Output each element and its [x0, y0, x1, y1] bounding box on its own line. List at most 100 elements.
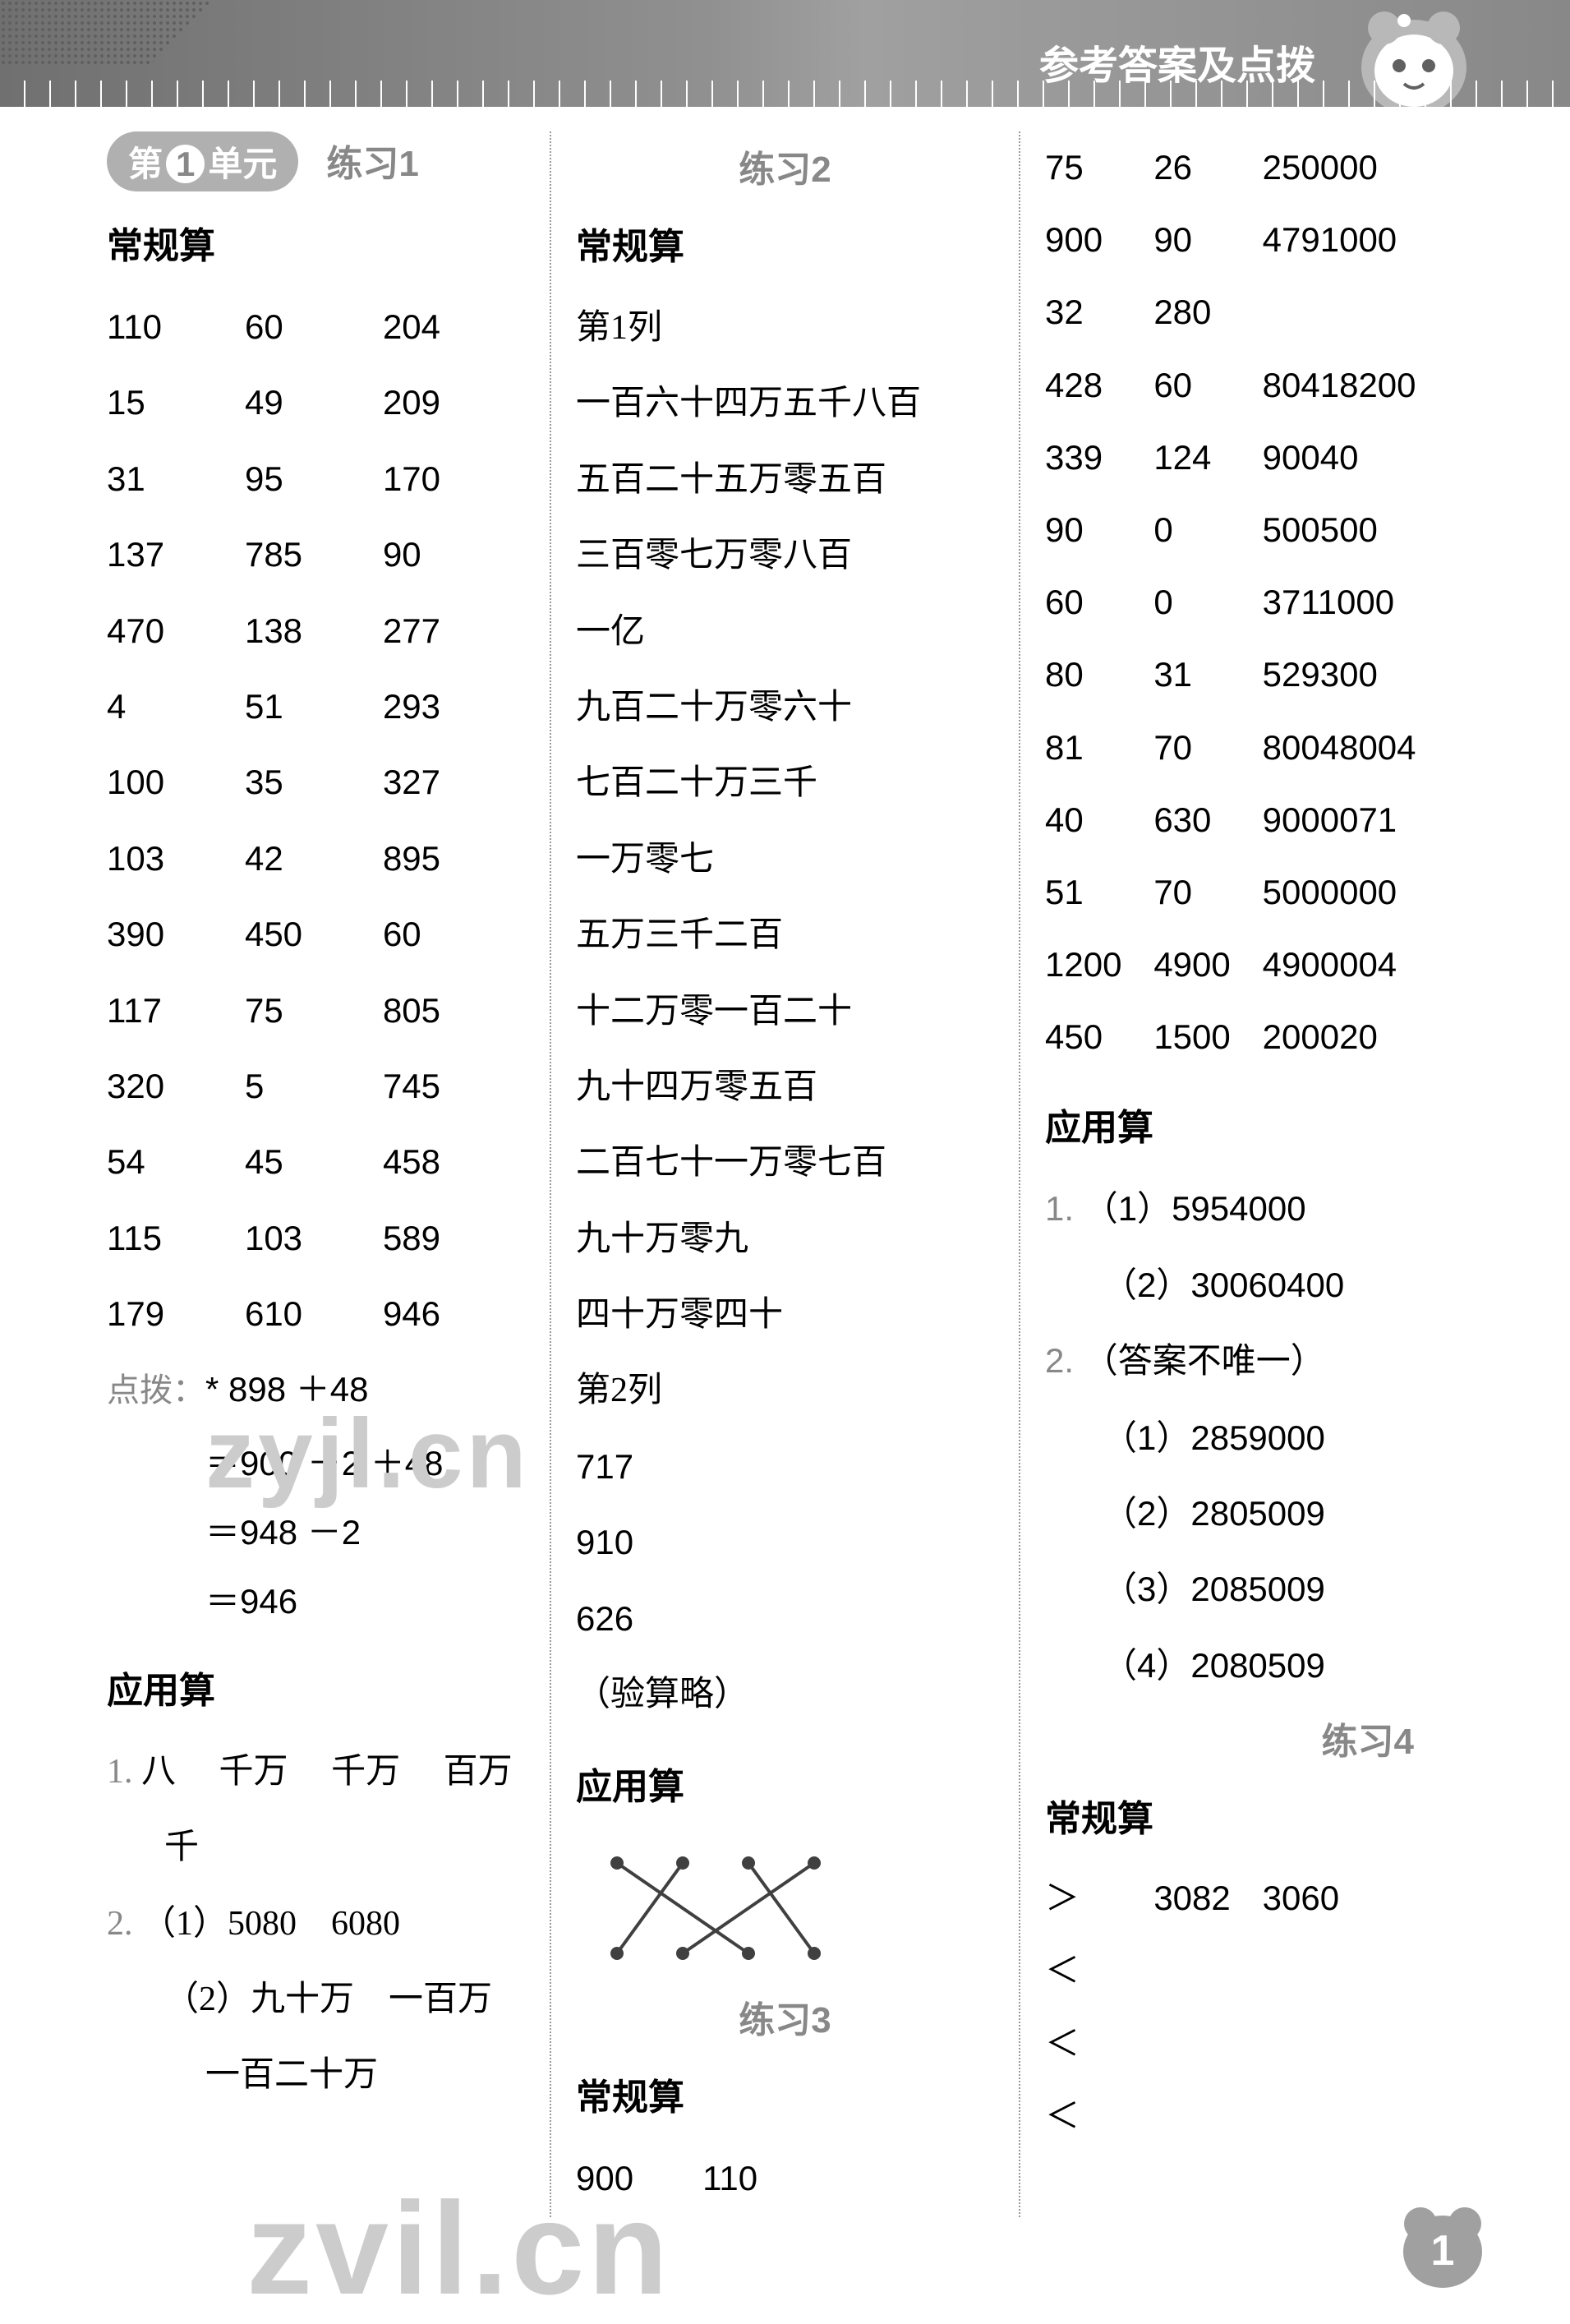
sign: ＜: [1045, 2008, 1153, 2080]
list-item: 三百零七万零八百: [576, 518, 994, 593]
cell: 51: [245, 669, 383, 745]
cell: 51: [1045, 856, 1153, 929]
cell: 80418200: [1263, 349, 1463, 422]
app2-prefix: 2.: [107, 1905, 133, 1943]
unit-suffix: 单元: [208, 145, 277, 183]
col1-number-grid: 1106020415492093195170137785904701382774…: [107, 289, 525, 1352]
q1a-val: 5954000: [1172, 1189, 1306, 1228]
list-item: 一万零七: [576, 822, 994, 897]
cell: 293: [383, 669, 521, 745]
cell: 49: [245, 365, 383, 440]
value: 2080509: [1190, 1646, 1325, 1685]
col2-verify: （验算略）: [576, 1657, 994, 1732]
column-1: 第1单元 练习1 常规算 110602041549209319517013778…: [82, 131, 551, 2217]
cell: 5: [245, 1049, 383, 1124]
table-row: 3205745: [107, 1049, 525, 1124]
header-banner: 参考答案及点拨: [0, 0, 1570, 107]
app2-line2: （2）九十万 一百万: [164, 1962, 525, 2037]
cell: 60: [383, 897, 521, 972]
cell: 390: [107, 897, 245, 972]
v2: [1263, 2008, 1463, 2080]
cell: 31: [107, 441, 245, 517]
table-row: 5445458: [107, 1124, 525, 1200]
cell: 4791000: [1263, 204, 1463, 276]
cell: 54: [107, 1124, 245, 1200]
table-row: 33912490040: [1045, 422, 1463, 494]
unit-row: 第1单元 练习1: [107, 131, 525, 191]
hint-line-3: ＝946: [205, 1567, 525, 1636]
app1-row2: 千: [164, 1810, 525, 1885]
list-item: 717: [576, 1429, 994, 1505]
list-item: 七百二十万三千: [576, 745, 994, 821]
practice-1-title: 练习1: [326, 134, 418, 187]
col2-label-2: 第2列: [576, 1353, 994, 1428]
table-row: 4286080418200: [1045, 349, 1463, 422]
q1-line1: 1. （1）5954000: [1045, 1171, 1463, 1247]
col2-bv0: 900: [576, 2159, 633, 2197]
table-row: 10035327: [107, 745, 525, 820]
list-item: （3）2085009: [1103, 1552, 1463, 1627]
v1: [1153, 2080, 1262, 2152]
cell: 138: [245, 593, 383, 669]
cell: 327: [383, 745, 521, 820]
app1-v2: 千万: [331, 1753, 400, 1791]
app2-l1-v0: 5080: [228, 1905, 297, 1943]
table-row: 10342895: [107, 821, 525, 897]
cell: 124: [1153, 422, 1262, 494]
cell: 70: [1153, 856, 1262, 929]
cell: 5000000: [1263, 856, 1463, 929]
list-item: 九十四万零五百: [576, 1049, 994, 1125]
v1: [1153, 2008, 1262, 2080]
yingyong-header-2: 应用算: [576, 1757, 994, 1810]
v1: [1153, 1934, 1262, 2007]
cell: 339: [1045, 422, 1153, 494]
sign: ＞: [1045, 1862, 1153, 1934]
cell: 428: [1045, 349, 1153, 422]
cell: 500500: [1263, 494, 1463, 566]
comparison-row: ＜: [1045, 2080, 1463, 2152]
cell: 280: [1153, 276, 1262, 348]
cell: 204: [383, 289, 521, 365]
cell: 320: [107, 1049, 245, 1124]
table-row: 1549209: [107, 365, 525, 440]
page-number-badge: 1: [1397, 2201, 1488, 2291]
q1-prefix: 1.: [1045, 1189, 1074, 1228]
list-item: 九十万零九: [576, 1201, 994, 1277]
cell: 895: [383, 821, 521, 897]
app2-l2-label: （2）: [164, 1980, 251, 2018]
list-item: 五万三千二百: [576, 897, 994, 973]
app1-v1: 千万: [219, 1753, 288, 1791]
table-row: 39045060: [107, 897, 525, 972]
table-row: 4501500200020: [1045, 1001, 1463, 1073]
label: （3）: [1103, 1570, 1190, 1608]
practice-4-title: 练习4: [1045, 1712, 1414, 1764]
unit-number: 1: [166, 145, 205, 183]
list-item: 十二万零一百二十: [576, 974, 994, 1049]
label: （4）: [1103, 1646, 1190, 1685]
yingyong-header-3: 应用算: [1045, 1098, 1463, 1150]
cell: 90: [1153, 204, 1262, 276]
label: （1）: [1103, 1418, 1190, 1457]
v2: 3060: [1263, 1862, 1463, 1934]
hint-line-0: * 898 ＋48: [205, 1370, 368, 1409]
cell: 9000071: [1263, 784, 1463, 856]
changgui-header-2: 常规算: [576, 217, 994, 270]
sign: ＜: [1045, 1934, 1153, 2007]
cell: 179: [107, 1276, 245, 1352]
table-row: 470138277: [107, 593, 525, 669]
cell: 137: [107, 517, 245, 593]
app1-row: 1. 八 千万 千万 百万: [107, 1734, 525, 1810]
cell: 32: [1045, 276, 1153, 348]
q2-note: （答案不唯一）: [1084, 1343, 1325, 1381]
cell: 805: [383, 973, 521, 1049]
cell: 470: [107, 593, 245, 669]
practice-2-title: 练习2: [576, 140, 994, 192]
hint-label: 点拨：: [107, 1372, 205, 1409]
table-row: 817080048004: [1045, 712, 1463, 784]
cell: 26: [1153, 131, 1262, 204]
list-item: 一亿: [576, 594, 994, 670]
list-item: 626: [576, 1581, 994, 1657]
col2-bv1: 110: [702, 2159, 757, 2197]
cell: 0: [1153, 566, 1262, 639]
value: 2085009: [1190, 1570, 1325, 1608]
